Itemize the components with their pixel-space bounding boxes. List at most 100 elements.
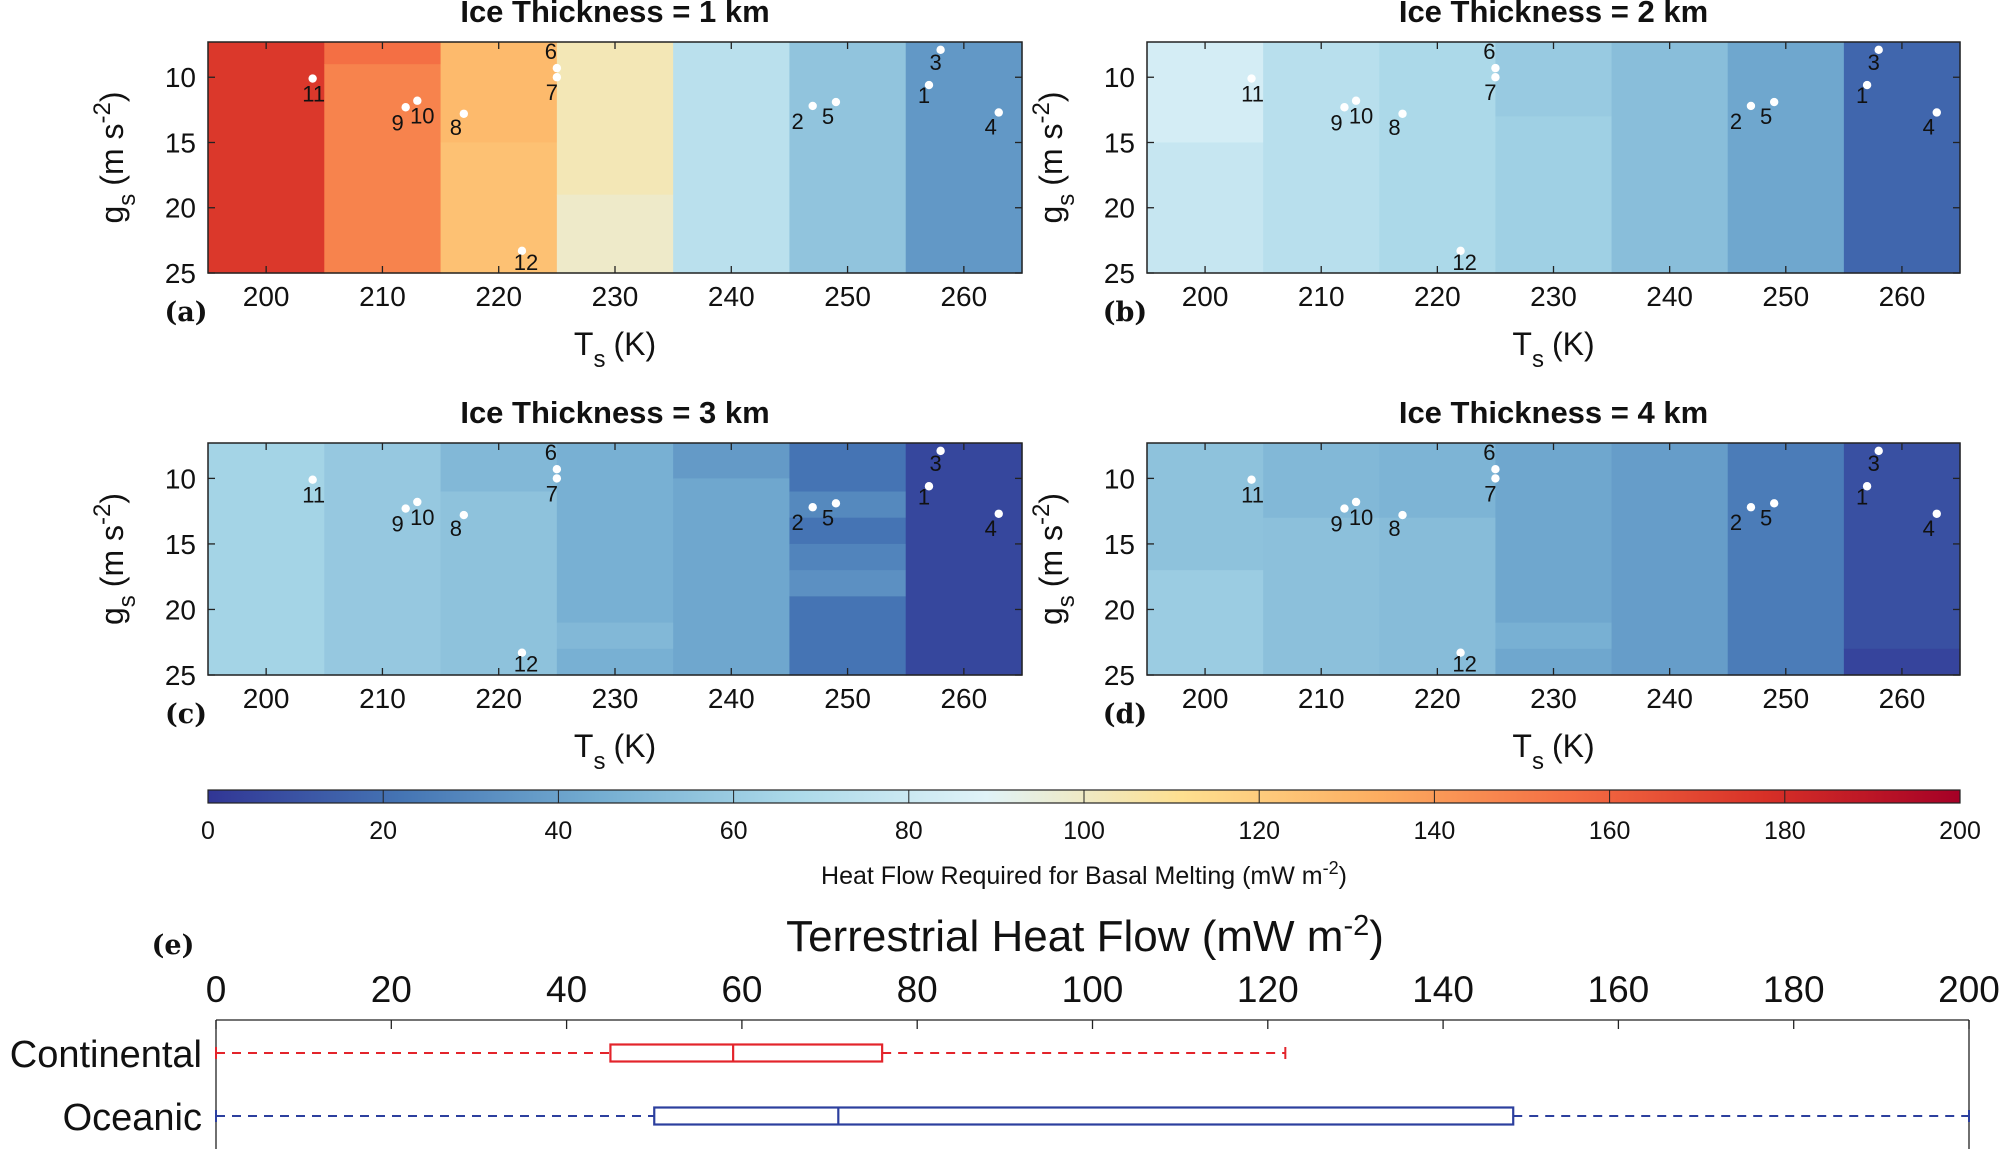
y-tick-label: 25 (1104, 258, 1135, 289)
heatmap-cell (905, 443, 1023, 676)
sample-point (517, 246, 527, 256)
sample-point-label: 2 (792, 109, 804, 134)
y-axis-label-subscript: s (114, 194, 141, 206)
heatmap-cell (1611, 443, 1729, 676)
sample-point (936, 45, 945, 55)
sample-point-label: 8 (450, 115, 462, 140)
heatmap-cell (1843, 42, 1961, 274)
x-tick-label: 210 (359, 281, 406, 312)
sample-point (1746, 503, 1756, 512)
sample-point (1491, 63, 1500, 73)
heatmap-cell (556, 42, 674, 196)
sample-point (1746, 101, 1756, 111)
colorbar: 0 20 40 60 80 100 120 140 160 180 200 Heat Flow Req… (201, 789, 1981, 890)
sample-point-label: 6 (1483, 440, 1495, 465)
sample-point-label: 2 (1730, 109, 1742, 134)
box-x-tick-label: 140 (1412, 969, 1474, 1010)
sample-point-label: 7 (1484, 481, 1496, 506)
x-axis-label-unit: (K) (1552, 326, 1595, 362)
sample-point (459, 109, 469, 118)
y-tick-label: 25 (165, 660, 196, 691)
sample-point-label: 6 (545, 440, 557, 465)
sample-point-label: 2 (792, 510, 804, 535)
sample-point-label: 9 (1330, 512, 1342, 537)
heatmap-cell (556, 622, 674, 650)
y-axis-label-close: ) (1033, 92, 1069, 103)
heatmap-cell (324, 42, 442, 65)
sample-point (1398, 109, 1407, 118)
x-axis-label-unit: (K) (613, 326, 656, 362)
sample-point (1862, 80, 1872, 90)
sample-point (1340, 504, 1349, 513)
box-iqr (653, 1106, 1515, 1126)
heatmap-cell (1147, 570, 1264, 676)
x-axis-label-main: T (1512, 326, 1532, 362)
heatmap-cell (1147, 142, 1264, 274)
x-tick-label: 230 (592, 281, 639, 312)
x-tick-label: 220 (475, 683, 522, 714)
sample-point-label: 11 (1241, 483, 1264, 508)
sample-point (1456, 246, 1465, 256)
box-iqr (609, 1043, 884, 1063)
heatmap-cell (789, 491, 907, 519)
box-x-tick-label: 20 (371, 969, 412, 1010)
y-tick-label: 10 (165, 62, 196, 93)
x-tick-label: 240 (1646, 281, 1693, 312)
x-axis-label: Ts (K) (574, 326, 656, 373)
x-axis-label-main: T (574, 326, 594, 362)
sample-point (808, 101, 817, 111)
sample-point-label: 8 (450, 516, 462, 541)
panel-title: Ice Thickness = 3 km (460, 395, 769, 430)
sample-point (994, 108, 1003, 117)
box-series-oceanic: Oceanic (63, 1097, 1970, 1139)
panel-title: Ice Thickness = 2 km (1399, 0, 1708, 29)
x-axis-label: Ts (K) (1512, 326, 1594, 373)
heatmap-cell (1263, 42, 1380, 274)
x-tick-label: 240 (1646, 683, 1693, 714)
sample-point (401, 504, 410, 513)
box-title-main: Terrestrial Heat Flow (786, 912, 1202, 961)
y-tick-label: 15 (165, 127, 196, 158)
sample-point (1398, 510, 1407, 520)
panel-letter: (b) (1103, 297, 1147, 328)
x-axis-label-main: T (574, 728, 594, 764)
sample-point (1491, 73, 1500, 82)
x-tick-label: 200 (1182, 281, 1229, 312)
sample-point (1247, 475, 1256, 484)
y-axis-label-subscript: s (114, 595, 141, 607)
y-axis-label-unit: (m s (94, 525, 130, 587)
panel-letter: (e) (152, 930, 195, 961)
box-category-label: Oceanic (63, 1097, 202, 1139)
x-axis-label-main: T (1512, 728, 1532, 764)
heatmap-cell (1263, 517, 1380, 676)
sample-point-label: 8 (1388, 115, 1400, 140)
y-tick-label: 25 (165, 258, 196, 289)
y-tick-label: 25 (1104, 660, 1135, 691)
sample-point (413, 497, 422, 507)
heatmap-cell (1727, 443, 1845, 676)
heatmap-cell (1379, 42, 1497, 274)
y-tick-label: 15 (165, 529, 196, 560)
y-tick-label: 15 (1104, 529, 1135, 560)
sample-point-label: 12 (1452, 250, 1476, 275)
sample-point (517, 648, 527, 657)
sample-point-label: 9 (392, 512, 404, 537)
box-x-tick-label: 100 (1062, 969, 1124, 1010)
sample-point-label: 3 (1868, 451, 1880, 476)
x-tick-label: 220 (1414, 683, 1461, 714)
sample-point (1491, 474, 1500, 483)
box-title-unit: (mW m (1202, 912, 1344, 961)
x-tick-label: 210 (359, 683, 406, 714)
sample-point-label: 11 (302, 483, 325, 508)
x-tick-label: 250 (1762, 281, 1809, 312)
box-x-tick-label: 160 (1588, 969, 1650, 1010)
x-axis-label-unit: (K) (613, 728, 656, 764)
colorbar-label-main: Heat Flow Required for Basal Melting (821, 862, 1242, 890)
sample-point-label: 10 (1349, 104, 1373, 129)
x-axis-label: Ts (K) (574, 728, 656, 775)
sample-point-label: 8 (1388, 516, 1400, 541)
